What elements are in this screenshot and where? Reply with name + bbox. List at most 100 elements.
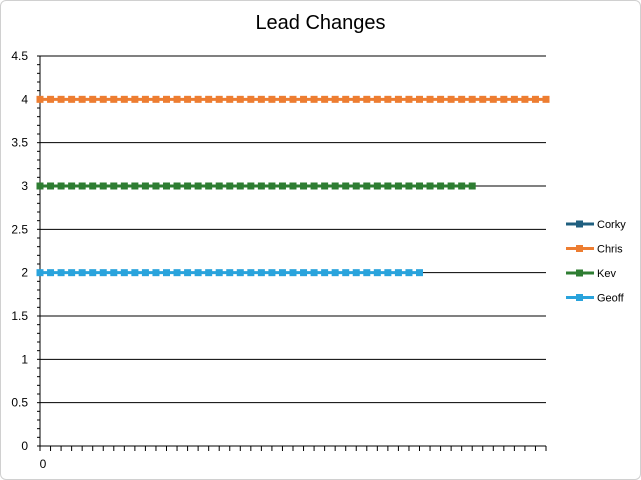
- legend-marker: [576, 245, 583, 252]
- data-point: [278, 182, 286, 190]
- data-point: [268, 182, 276, 190]
- data-point: [36, 269, 44, 277]
- data-point: [542, 95, 550, 103]
- data-point: [479, 95, 487, 103]
- data-point: [194, 95, 202, 103]
- data-point: [173, 182, 181, 190]
- data-point: [68, 269, 76, 277]
- data-point: [247, 95, 255, 103]
- data-point: [342, 269, 350, 277]
- data-point: [226, 269, 234, 277]
- y-tick-label: 4: [21, 92, 28, 106]
- data-point: [205, 182, 213, 190]
- data-point: [384, 269, 392, 277]
- data-point: [247, 269, 255, 277]
- data-point: [120, 182, 128, 190]
- data-point: [394, 95, 402, 103]
- data-point: [68, 95, 76, 103]
- chart-title: Lead Changes: [255, 12, 386, 34]
- data-point: [152, 95, 160, 103]
- data-point: [257, 269, 265, 277]
- data-point: [47, 95, 55, 103]
- data-point: [236, 182, 244, 190]
- data-point: [300, 95, 308, 103]
- data-point: [352, 95, 360, 103]
- data-point: [405, 95, 413, 103]
- data-point: [363, 269, 371, 277]
- data-point: [120, 269, 128, 277]
- data-point: [173, 95, 181, 103]
- data-point: [468, 95, 476, 103]
- data-point: [163, 269, 170, 277]
- data-point: [57, 95, 65, 103]
- legend-entry: Geoff: [597, 293, 625, 305]
- data-point: [321, 95, 329, 103]
- data-point: [416, 182, 423, 190]
- legend-entry: Corky: [597, 219, 626, 231]
- data-point: [215, 182, 223, 190]
- data-point: [47, 182, 55, 190]
- data-point: [173, 269, 181, 277]
- data-point: [405, 269, 413, 277]
- data-point: [373, 269, 381, 277]
- data-point: [310, 269, 318, 277]
- x-tick-label: 0: [40, 457, 47, 471]
- data-point: [236, 95, 244, 103]
- data-point: [89, 182, 97, 190]
- data-point: [184, 269, 192, 277]
- y-tick-label: 0: [21, 439, 28, 453]
- y-tick-label: 0.5: [11, 396, 28, 410]
- data-point: [363, 95, 371, 103]
- data-point: [278, 95, 286, 103]
- data-point: [331, 182, 339, 190]
- data-point: [152, 269, 160, 277]
- data-point: [331, 95, 339, 103]
- data-point: [268, 269, 276, 277]
- data-point: [110, 269, 118, 277]
- data-point: [141, 269, 149, 277]
- data-point: [373, 95, 381, 103]
- data-point: [489, 95, 497, 103]
- data-point: [458, 182, 466, 190]
- data-point: [131, 95, 139, 103]
- data-point: [384, 182, 392, 190]
- y-tick-label: 3: [21, 179, 28, 193]
- data-point: [36, 182, 44, 190]
- data-point: [426, 95, 434, 103]
- data-point: [141, 182, 149, 190]
- data-point: [500, 95, 508, 103]
- data-point: [289, 269, 297, 277]
- data-point: [257, 182, 265, 190]
- data-point: [110, 95, 118, 103]
- data-point: [99, 182, 107, 190]
- data-point: [68, 182, 76, 190]
- data-point: [447, 95, 455, 103]
- data-point: [163, 182, 170, 190]
- data-point: [468, 182, 476, 190]
- data-point: [373, 182, 381, 190]
- data-point: [363, 182, 371, 190]
- data-point: [226, 182, 234, 190]
- legend-entry: Chris: [597, 244, 623, 256]
- data-point: [184, 182, 192, 190]
- data-point: [394, 269, 402, 277]
- data-point: [57, 269, 65, 277]
- data-point: [78, 269, 86, 277]
- data-point: [289, 182, 297, 190]
- data-point: [215, 269, 223, 277]
- data-point: [194, 182, 202, 190]
- data-point: [521, 95, 529, 103]
- data-point: [205, 269, 213, 277]
- legend-entry: Kev: [597, 268, 616, 280]
- data-point: [289, 95, 297, 103]
- data-point: [215, 95, 223, 103]
- data-point: [300, 182, 308, 190]
- data-point: [205, 95, 213, 103]
- data-point: [152, 182, 160, 190]
- y-tick-label: 3.5: [11, 136, 28, 150]
- data-point: [437, 95, 445, 103]
- data-point: [141, 95, 149, 103]
- data-point: [342, 182, 350, 190]
- data-point: [416, 269, 423, 277]
